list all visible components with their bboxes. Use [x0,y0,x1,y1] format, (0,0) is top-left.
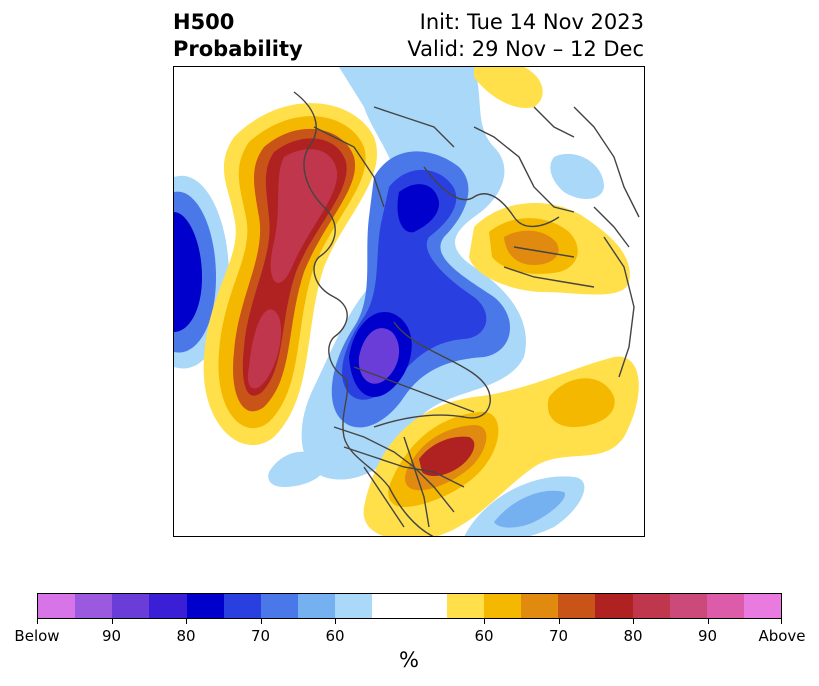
colorbar-cell [706,594,744,618]
colorbar-tick-mark [707,619,709,624]
chart-title: H500 Probability [173,9,303,63]
colorbar-cell [260,594,299,618]
colorbar-cell [335,594,373,618]
anomaly-above-northeast [469,67,630,295]
coastline-pacific [293,91,434,536]
border-5 [403,436,430,528]
colorbar-tick-label: 70 [548,627,569,645]
colorbar-tick-label: 80 [176,627,196,645]
colorbar-cell [595,594,633,618]
colorbar-tick-label: 90 [697,627,718,645]
probability-map [173,66,645,537]
colorbar-tick-label: 80 [623,627,643,645]
border-4 [363,466,405,528]
coastline-hudson [373,321,491,428]
colorbar-cell [186,594,224,618]
colorbar-tick-label: Above [758,627,806,645]
colorbar-cell [409,594,447,618]
probability-map-svg [174,67,644,536]
colorbar-cell [372,594,410,618]
anomaly-below-central [301,67,526,480]
colorbar-cell [298,594,336,618]
coastline-asia [603,236,635,378]
forecast-dates: Init: Tue 14 Nov 2023 Valid: 29 Nov – 12… [407,9,644,63]
colorbar-tick-label: 60 [474,627,494,645]
border-6 [503,266,595,288]
land-outlines [293,91,640,536]
colorbar-tick-mark [484,619,485,624]
colorbar-cell [112,594,150,618]
init-date: Init: Tue 14 Nov 2023 [419,10,644,34]
colorbar-tick-mark [633,619,634,624]
colorbar-cell [632,594,670,618]
border-1 [313,126,385,208]
border-2 [353,366,475,413]
colorbar-cell [669,594,707,618]
coastline-arctic [423,166,560,228]
colorbar-tick-mark [37,619,38,624]
colorbar-tick-label: 90 [101,627,122,645]
colorbar-tick-mark [186,619,187,624]
anomaly-below-southeast [268,451,585,536]
border-3 [343,446,465,488]
anomaly-above-west [203,103,378,446]
colorbar-tick-label: 60 [325,627,345,645]
anomaly-above-east [363,356,639,536]
colorbar [37,593,782,619]
colorbar-cell [743,594,782,618]
colorbar-cell [446,594,484,618]
coastline-europe [473,126,575,213]
colorbar-tick-mark [558,619,560,624]
colorbar-tick-mark [260,619,262,624]
colorbar-unit: % [399,648,419,672]
colorbar-cell [558,594,596,618]
colorbar-tick-mark [335,619,336,624]
valid-period: Valid: 29 Nov – 12 Dec [407,37,644,61]
border-8 [593,206,630,248]
border-7 [513,246,575,258]
coastline-gulf [333,426,455,513]
border-9 [373,106,455,148]
colorbar-cell [149,594,187,618]
title-line-1: H500 [173,10,235,34]
colorbar-tick-label: 70 [250,627,271,645]
colorbar-cell [38,594,76,618]
title-line-2: Probability [173,37,303,61]
colorbar-tick-label: Below [14,627,60,645]
colorbar-cell [483,594,522,618]
colorbar-cell [521,594,559,618]
colorbar-tick-mark [781,619,782,624]
colorbar-tick-mark [111,619,113,624]
colorbar-cell [75,594,113,618]
coastline-scandinavia [573,106,640,218]
colorbar-cell [223,594,261,618]
border-10 [533,106,575,138]
